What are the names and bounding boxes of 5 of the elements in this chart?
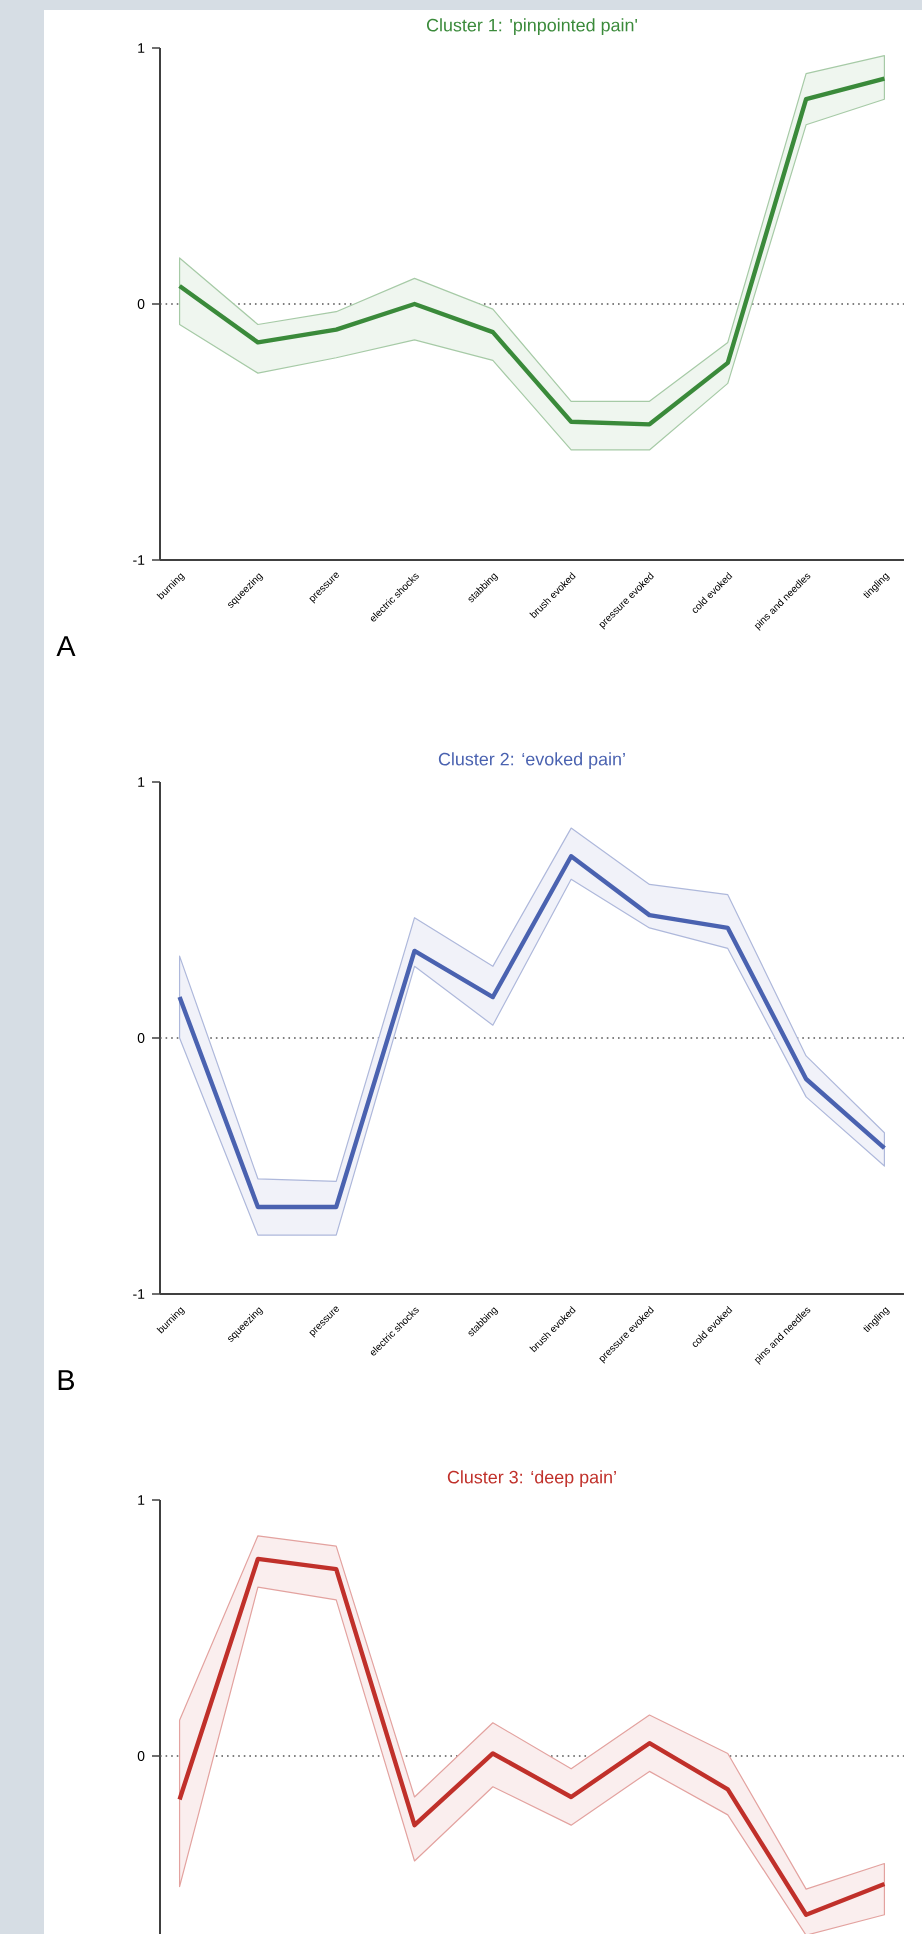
text: B — [58, 1370, 75, 1390]
text: A — [56, 636, 76, 656]
chart-title: Cluster 3: ‘deep pain’ — [447, 1470, 616, 1488]
chart-title: Cluster 1: 'pinpointed pain' — [426, 18, 637, 36]
chart-title: Cluster 2: ‘evoked pain’ — [438, 752, 625, 770]
